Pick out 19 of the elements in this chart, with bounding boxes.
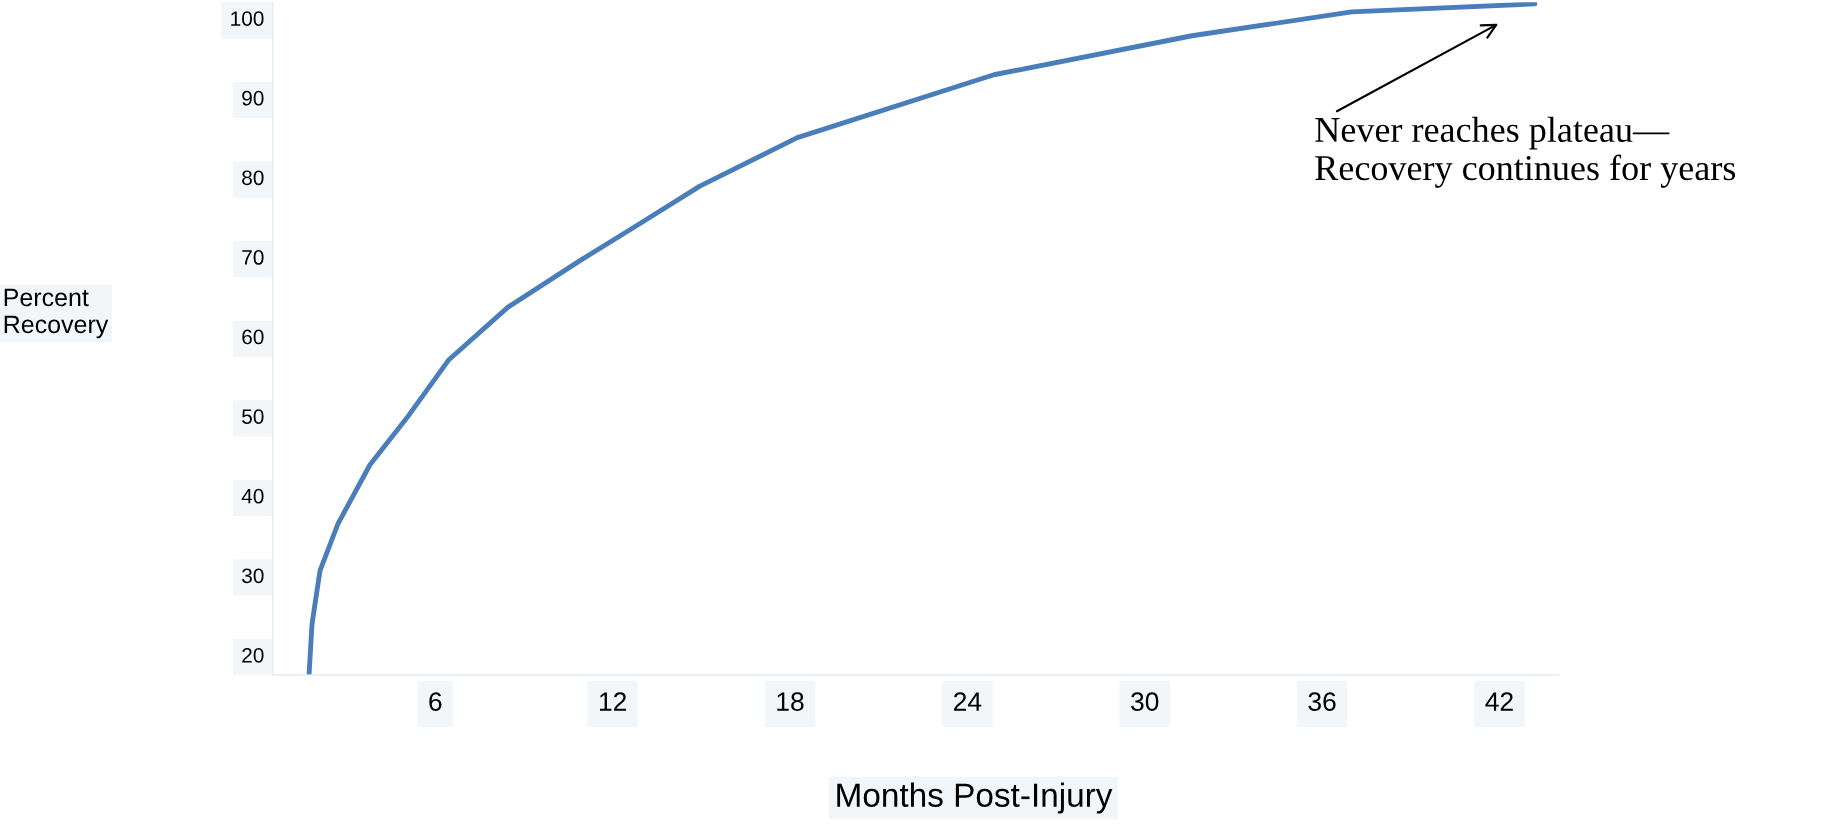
y-tick-label: 60 (242, 329, 264, 345)
y-tick-label: 30 (242, 568, 264, 584)
y-tick-label: 40 (241, 488, 264, 504)
x-tick-label: 6 (429, 692, 442, 711)
y-tick-label: 50 (242, 409, 264, 424)
x-tick-label: 36 (1308, 692, 1336, 711)
y-axis-title: Percent Recovery (4, 288, 109, 339)
y-tick-label: 80 (242, 170, 264, 186)
x-tick-label: 18 (777, 692, 804, 711)
x-tick-label: 42 (1485, 692, 1513, 711)
y-tick-label: 90 (242, 90, 264, 106)
y-tick-label: 100 (231, 11, 264, 26)
x-tick-label: 24 (954, 692, 982, 711)
annotation: Never reaches plateau— Recovery continues for years (1315, 116, 1736, 188)
x-axis-title: Months Post-Injury (837, 782, 1113, 814)
y-tick-label: 20 (242, 647, 264, 663)
x-tick-label: 12 (599, 692, 627, 711)
x-tick-label: 30 (1131, 692, 1159, 711)
y-tick-label: 70 (242, 250, 264, 265)
